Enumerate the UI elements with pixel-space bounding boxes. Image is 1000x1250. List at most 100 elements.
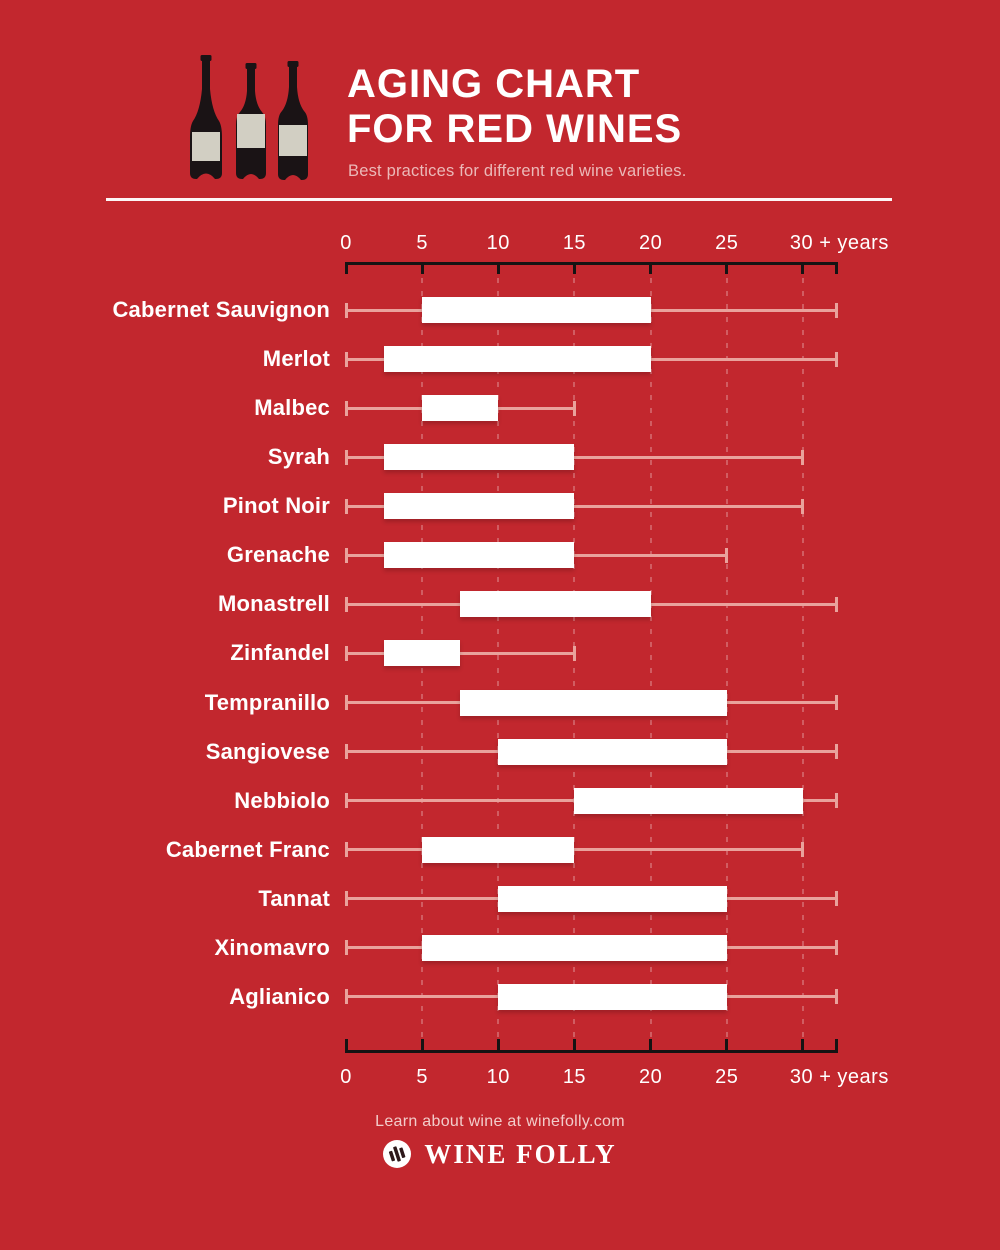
axis-tick — [572, 1039, 576, 1051]
page-title-line1: AGING CHART — [347, 62, 641, 106]
row-label: Monastrell — [217, 591, 330, 617]
brand-lockup: WINE FOLLY — [0, 1139, 1000, 1169]
axis-tick — [725, 1039, 729, 1051]
axis-label: 5 — [416, 232, 428, 254]
whisker-cap-right — [801, 842, 805, 858]
axis-tick — [801, 262, 805, 274]
axis-label: 25 — [715, 232, 739, 254]
row-label: Merlot — [262, 346, 330, 372]
whisker-cap-right — [834, 695, 838, 711]
axis-tick — [649, 262, 653, 274]
axis-tick — [572, 262, 576, 274]
axis-tick — [801, 1039, 805, 1051]
axis-tick — [649, 1039, 653, 1051]
whisker-cap-left — [344, 989, 348, 1005]
axis-tick — [344, 1039, 348, 1051]
axis-tick — [420, 1039, 424, 1051]
row-label: Zinfandel — [230, 640, 330, 666]
whisker-cap-right — [834, 351, 838, 367]
aging-bar — [460, 591, 651, 618]
wine-bottles-icon — [190, 55, 308, 180]
row-label: Malbec — [254, 395, 330, 421]
aging-bar — [384, 542, 575, 569]
whisker-line — [346, 455, 803, 459]
aging-bar — [422, 297, 651, 323]
row-label: Pinot Noir — [222, 493, 330, 519]
row-label: Tempranillo — [204, 689, 330, 715]
whisker-cap-right — [572, 645, 576, 661]
row-label: Aglianico — [229, 983, 330, 1009]
whisker-cap-right — [834, 891, 838, 907]
whisker-cap-left — [344, 793, 348, 809]
row-label: Xinomavro — [214, 934, 330, 960]
footer-tagline: Learn about wine at winefolly.com — [375, 1113, 625, 1130]
aging-bar — [384, 493, 575, 520]
whisker-cap-right — [801, 498, 805, 514]
page-title: AGING CHART FOR RED WINES — [347, 62, 687, 152]
whisker-cap-left — [344, 400, 348, 416]
row-label: Sangiovese — [205, 738, 330, 764]
whisker-cap-right — [801, 449, 805, 465]
brand-name: WINE FOLLY — [424, 1139, 617, 1169]
aging-bar — [422, 934, 727, 961]
axis-label: 30 + years — [789, 1066, 889, 1088]
aging-bar — [422, 836, 575, 863]
wine-bottles-illustration — [186, 53, 312, 181]
whisker-cap-left — [344, 695, 348, 711]
whisker-cap-left — [344, 596, 348, 612]
whisker-cap-left — [344, 645, 348, 661]
aging-bar — [574, 787, 803, 814]
row-label: Grenache — [226, 542, 330, 568]
row-label: Cabernet Sauvignon — [112, 297, 330, 322]
grid-line — [649, 278, 652, 1040]
whisker-cap-right — [572, 400, 576, 416]
axis-tick — [496, 262, 500, 274]
whisker-cap-left — [344, 744, 348, 760]
grid-line — [801, 278, 804, 1040]
axis-label: 0 — [340, 1066, 352, 1088]
row-label: Syrah — [267, 444, 330, 470]
aging-bar — [460, 689, 727, 716]
axis-tick — [834, 262, 838, 274]
whisker-cap-left — [344, 842, 348, 858]
whisker-cap-right — [725, 547, 729, 563]
grid-line — [725, 278, 728, 1040]
axis-label: 15 — [562, 1066, 587, 1088]
axis-tick — [834, 1039, 838, 1051]
page-subtitle: Best practices for different red wine va… — [348, 162, 687, 180]
axis-line-bottom — [344, 1050, 838, 1053]
whisker-cap-left — [344, 302, 348, 318]
axis-label: 25 — [715, 1066, 739, 1088]
axis-tick — [344, 262, 348, 274]
whisker-line — [346, 504, 803, 508]
whisker-cap-right — [834, 793, 838, 809]
axis-label: 15 — [562, 232, 587, 254]
header: AGING CHART FOR RED WINES Best practices … — [347, 62, 687, 181]
whisker-cap-right — [834, 744, 838, 760]
whisker-cap-left — [344, 547, 348, 563]
axis-line-top — [344, 262, 838, 265]
whisker-cap-left — [344, 498, 348, 514]
whisker-cap-right — [834, 302, 838, 318]
aging-bar — [498, 885, 727, 912]
whisker-cap-left — [344, 449, 348, 465]
aging-bar — [498, 983, 727, 1010]
whisker-cap-left — [344, 891, 348, 907]
axis-label: 20 — [638, 1066, 663, 1088]
grid-line — [497, 278, 500, 1040]
axis-tick — [496, 1039, 500, 1051]
axis-label: 20 — [638, 232, 663, 254]
aging-bar — [384, 346, 651, 373]
whisker-cap-right — [834, 989, 838, 1005]
aging-bar — [498, 738, 727, 765]
axis-label: 10 — [486, 1066, 510, 1088]
row-label: Cabernet Franc — [165, 836, 330, 862]
aging-bar — [422, 395, 499, 422]
row-label: Tannat — [258, 885, 330, 911]
axis-label: 30 + years — [789, 232, 889, 254]
axis-label: 0 — [340, 232, 352, 254]
whisker-cap-right — [834, 940, 838, 956]
header-divider — [106, 198, 892, 201]
